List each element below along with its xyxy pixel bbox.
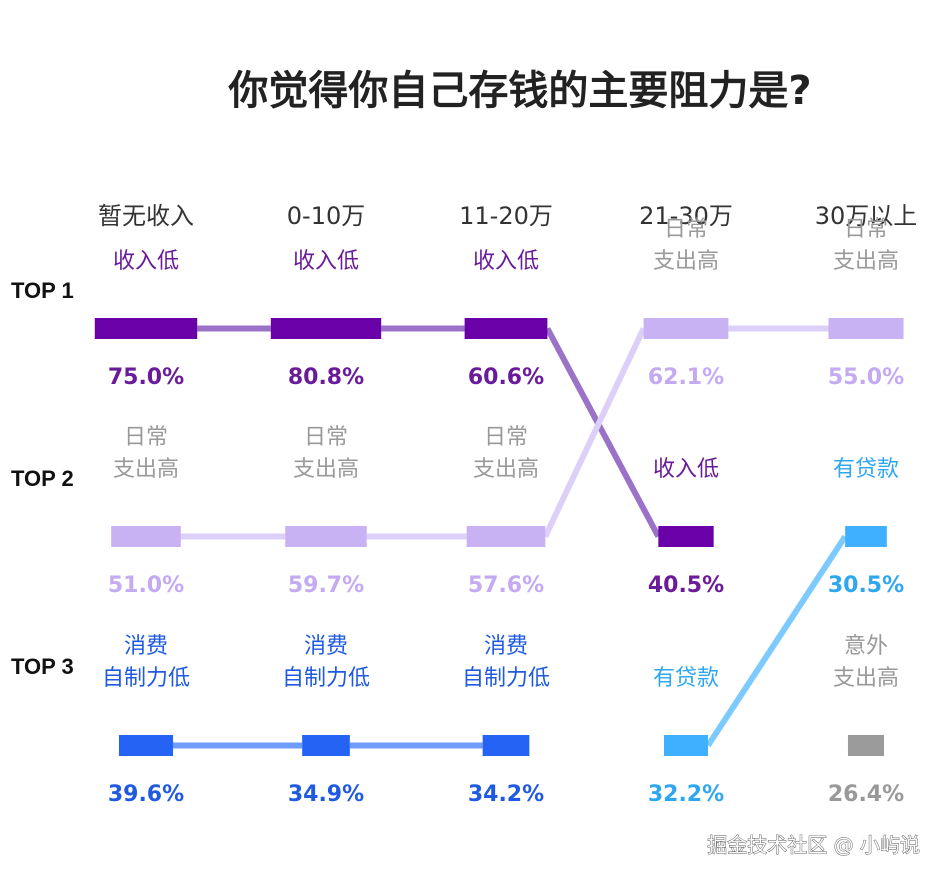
category-label: 收入低	[653, 457, 719, 482]
column-header: 0-10万	[287, 202, 365, 230]
bar	[845, 526, 887, 547]
category-label: 自制力低	[282, 666, 370, 691]
category-label: 日常	[484, 425, 528, 450]
category-label: 有贷款	[653, 666, 719, 691]
category-label: 支出高	[293, 457, 359, 482]
value-label: 26.4%	[828, 782, 904, 807]
category-labels: 收入低75.0%收入低80.8%收入低60.6%日常支出高62.1%日常支出高5…	[102, 217, 904, 807]
category-label: 支出高	[113, 457, 179, 482]
category-label: 自制力低	[102, 666, 190, 691]
value-label: 30.5%	[828, 573, 904, 598]
value-label: 62.1%	[648, 365, 724, 390]
bar	[664, 735, 708, 756]
value-label: 75.0%	[108, 365, 184, 390]
bar	[118, 735, 174, 756]
bar	[828, 318, 904, 339]
category-label: 支出高	[833, 666, 899, 691]
value-label: 60.6%	[468, 365, 544, 390]
connector-line	[542, 327, 647, 538]
value-label: 57.6%	[468, 573, 544, 598]
value-label: 55.0%	[828, 365, 904, 390]
category-label: 自制力低	[462, 666, 550, 691]
bar	[302, 735, 350, 756]
bar	[466, 526, 546, 547]
category-label: 支出高	[653, 249, 719, 274]
rank-label: TOP 1	[11, 278, 74, 303]
column-header: 暂无收入	[98, 202, 194, 230]
rank-labels: TOP 1 TOP 2 TOP 3	[11, 278, 74, 679]
connector-lines	[173, 325, 848, 749]
rank-label: TOP 2	[11, 466, 74, 491]
bars	[94, 318, 904, 756]
category-label: 收入低	[473, 249, 539, 274]
chart-title: 你觉得你自己存钱的主要阻力是?	[227, 68, 811, 114]
category-label: 消费	[484, 634, 528, 659]
bar	[111, 526, 181, 547]
bar	[482, 735, 530, 756]
column-header: 30万以上	[815, 202, 918, 230]
category-label: 日常	[664, 217, 708, 242]
category-label: 收入低	[293, 249, 359, 274]
category-label: 日常	[844, 217, 888, 242]
connector-line	[544, 327, 661, 538]
value-label: 80.8%	[288, 365, 364, 390]
column-header: 11-20万	[459, 202, 553, 230]
bar	[94, 318, 198, 339]
value-label: 32.2%	[648, 782, 724, 807]
value-label: 34.2%	[468, 782, 544, 807]
bar	[643, 318, 729, 339]
value-label: 34.9%	[288, 782, 364, 807]
value-label: 40.5%	[648, 573, 724, 598]
watermark: 掘金技术社区 @ 小屿说	[707, 833, 920, 857]
value-label: 39.6%	[108, 782, 184, 807]
category-label: 支出高	[473, 457, 539, 482]
rank-label: TOP 3	[11, 654, 74, 679]
category-label: 收入低	[113, 249, 179, 274]
category-label: 消费	[304, 634, 348, 659]
bar	[464, 318, 548, 339]
bar	[658, 526, 714, 547]
value-label: 51.0%	[108, 573, 184, 598]
value-label: 59.7%	[288, 573, 364, 598]
category-label: 有贷款	[833, 457, 899, 482]
category-label: 支出高	[833, 249, 899, 274]
category-label: 日常	[124, 425, 168, 450]
category-label: 意外	[844, 634, 888, 659]
bar	[847, 735, 885, 756]
category-label: 消费	[124, 634, 168, 659]
column-headers: 暂无收入 0-10万 11-20万 21-30万 30万以上	[98, 202, 917, 230]
bar	[270, 318, 382, 339]
column-header: 21-30万	[639, 202, 733, 230]
category-label: 日常	[304, 425, 348, 450]
bar	[285, 526, 367, 547]
connector-line	[705, 534, 848, 748]
